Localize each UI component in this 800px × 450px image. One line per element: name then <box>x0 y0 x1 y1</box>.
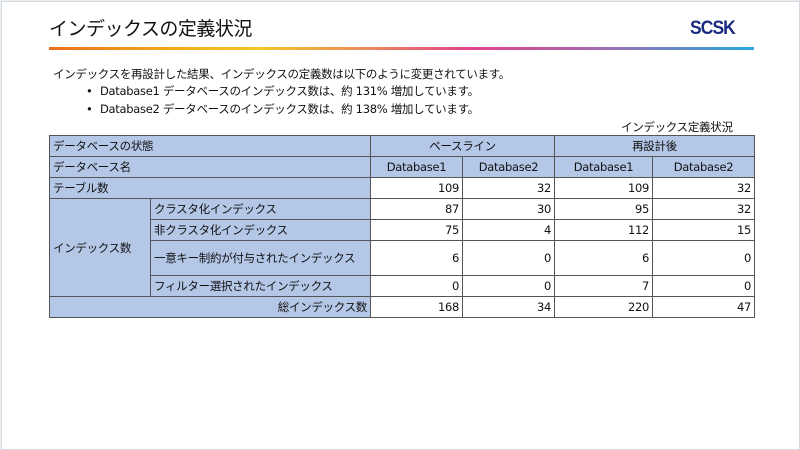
value-cell: 6 <box>554 240 653 276</box>
gradient-divider <box>49 47 754 50</box>
table-row: フィルター選択されたインデックス 0 0 7 0 <box>50 275 755 297</box>
header-cell: Database2 <box>652 156 755 178</box>
bullet-item: • Database1 データベースのインデックス数は、約 131% 増加していま… <box>86 83 479 99</box>
value-cell: 75 <box>370 219 463 241</box>
row-label: フィルター選択されたインデックス <box>150 275 371 297</box>
bullet-text: Database2 データベースのインデックス数は、約 138% 増加しています… <box>100 102 479 116</box>
row-group-label: インデックス数 <box>49 198 151 297</box>
value-cell: 7 <box>554 275 653 297</box>
table-row: 総インデックス数 168 34 220 47 <box>49 296 755 318</box>
header-cell: Database2 <box>462 156 555 178</box>
value-cell: 32 <box>652 177 755 199</box>
header-cell: Database1 <box>554 156 653 178</box>
value-cell: 109 <box>370 177 463 199</box>
row-label: 総インデックス数 <box>49 296 371 318</box>
table-row: 一意キー制約が付与されたインデックス 6 0 6 0 <box>50 240 755 276</box>
table-row: データベースの状態 ベースライン 再設計後 <box>49 135 755 157</box>
value-cell: 95 <box>554 198 653 220</box>
value-cell: 32 <box>462 177 555 199</box>
table-row: データベース名 Database1 Database2 Database1 Da… <box>49 156 755 178</box>
table-caption: インデックス定義状況 <box>621 120 733 134</box>
value-cell: 0 <box>652 240 755 276</box>
intro-text: インデックスを再設計した結果、インデックスの定義数は以下のように変更されています… <box>53 67 511 81</box>
value-cell: 0 <box>652 275 755 297</box>
bullet-item: • Database2 データベースのインデックス数は、約 138% 増加していま… <box>86 101 479 117</box>
value-cell: 6 <box>370 240 463 276</box>
table-row: インデックス数 クラスタ化インデックス 87 30 95 32 <box>49 198 755 297</box>
value-cell: 0 <box>370 275 463 297</box>
value-cell: 4 <box>462 219 555 241</box>
header-cell: 再設計後 <box>554 135 755 157</box>
row-label: テーブル数 <box>49 177 371 199</box>
value-cell: 168 <box>370 296 463 318</box>
table-row: テーブル数 109 32 109 32 <box>49 177 755 199</box>
value-cell: 0 <box>462 275 555 297</box>
bullet-icon: • <box>86 102 93 116</box>
value-cell: 30 <box>462 198 555 220</box>
row-label: クラスタ化インデックス <box>150 198 371 220</box>
page-title: インデックスの定義状況 <box>49 18 252 40</box>
value-cell: 112 <box>554 219 653 241</box>
header-cell: Database1 <box>370 156 463 178</box>
bullet-text: Database1 データベースのインデックス数は、約 131% 増加しています… <box>100 84 479 98</box>
value-cell: 47 <box>652 296 755 318</box>
row-label: 一意キー制約が付与されたインデックス <box>150 240 371 276</box>
scsk-logo: SCSK <box>690 18 736 39</box>
header-cell: データベースの状態 <box>49 135 371 157</box>
value-cell: 15 <box>652 219 755 241</box>
bullet-icon: • <box>86 84 93 98</box>
table-row: 非クラスタ化インデックス 75 4 112 15 <box>50 219 755 241</box>
value-cell: 34 <box>462 296 555 318</box>
index-table: データベースの状態 ベースライン 再設計後 データベース名 Database1 … <box>49 135 755 318</box>
value-cell: 109 <box>554 177 653 199</box>
value-cell: 32 <box>652 198 755 220</box>
header-cell: データベース名 <box>49 156 371 178</box>
value-cell: 220 <box>554 296 653 318</box>
header-cell: ベースライン <box>370 135 555 157</box>
row-label: 非クラスタ化インデックス <box>150 219 371 241</box>
value-cell: 87 <box>370 198 463 220</box>
value-cell: 0 <box>462 240 555 276</box>
